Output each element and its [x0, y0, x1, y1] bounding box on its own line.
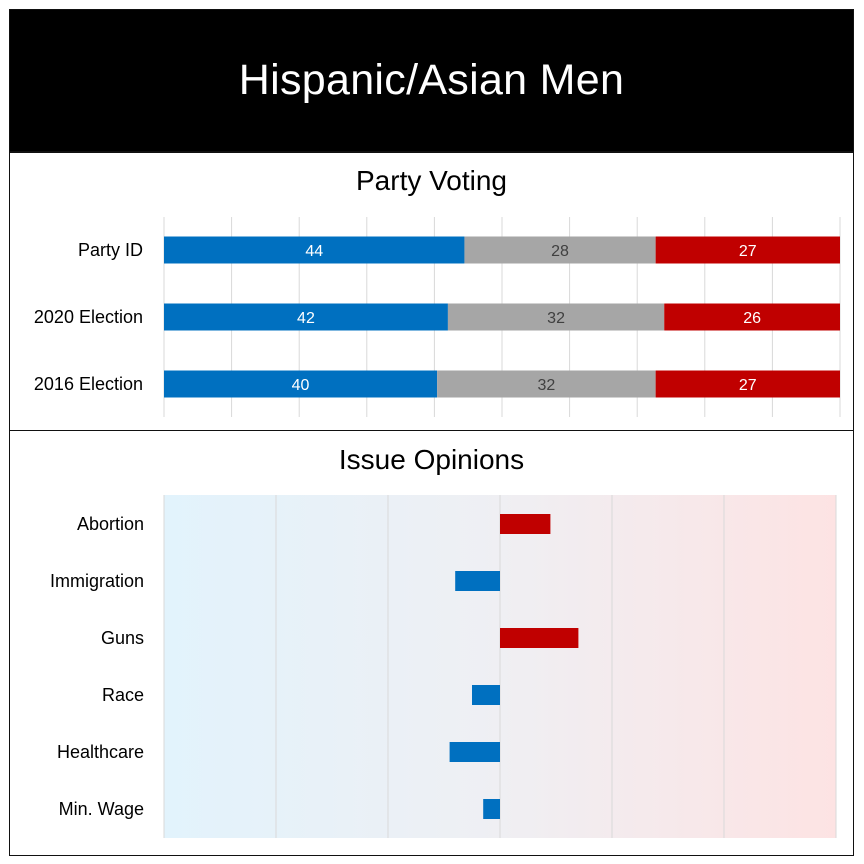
issue-bar	[472, 685, 500, 705]
issue-bar	[483, 799, 500, 819]
data-label: 27	[739, 243, 757, 260]
issue-bar	[455, 571, 500, 591]
bar-segment	[447, 303, 665, 331]
category-label: Min. Wage	[59, 799, 144, 819]
section-divider	[10, 430, 853, 431]
bar-segment	[655, 370, 840, 398]
party-voting-title: Party Voting	[356, 165, 507, 196]
data-label: 40	[292, 377, 310, 394]
bar-segment	[164, 236, 465, 264]
issue-bar	[500, 514, 551, 534]
issue-bar	[449, 742, 500, 762]
data-label: 32	[547, 310, 565, 327]
data-label: 42	[297, 310, 315, 327]
category-label: Abortion	[77, 514, 144, 534]
category-label: 2016 Election	[34, 374, 143, 394]
issue-opinions-title: Issue Opinions	[338, 444, 525, 475]
category-label: Healthcare	[57, 742, 144, 762]
data-label: 32	[537, 377, 555, 394]
data-label: 44	[305, 243, 323, 260]
category-label: Party ID	[78, 240, 143, 260]
data-label: 26	[743, 310, 761, 327]
data-label: 28	[551, 243, 569, 260]
page-title: Hispanic/Asian Men	[238, 56, 625, 104]
bar-segment	[464, 236, 656, 264]
bar-segment	[655, 236, 840, 264]
category-label: 2020 Election	[34, 307, 143, 327]
category-label: Guns	[101, 628, 144, 648]
bar-segment	[664, 303, 840, 331]
bar-segment	[437, 370, 656, 398]
category-label: Immigration	[50, 571, 144, 591]
bar-segment	[164, 303, 448, 331]
bar-segment	[164, 370, 438, 398]
data-label: 27	[739, 377, 757, 394]
issue-bar	[500, 628, 579, 648]
header-banner: Hispanic/Asian Men	[10, 10, 853, 153]
category-label: Race	[102, 685, 144, 705]
